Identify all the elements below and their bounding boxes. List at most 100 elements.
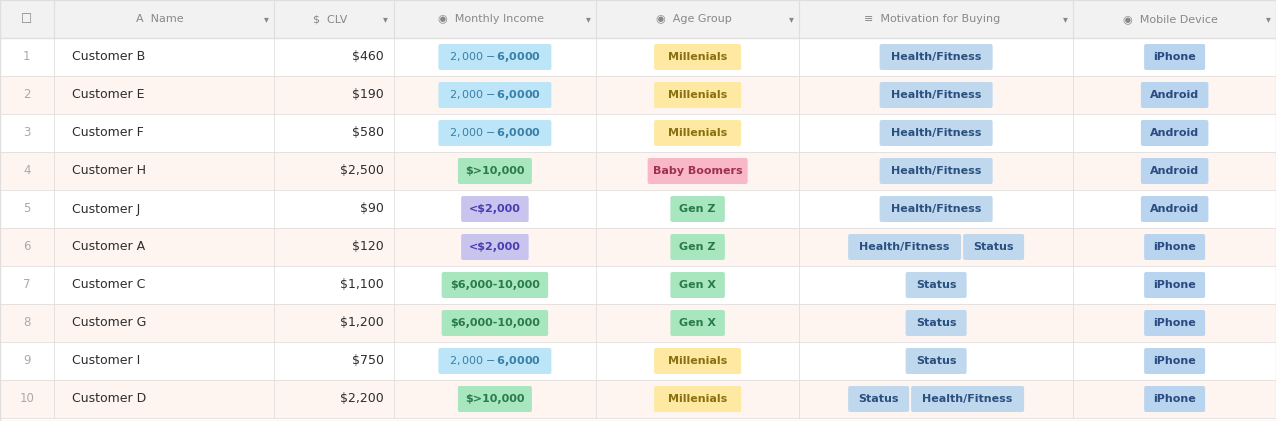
FancyBboxPatch shape <box>879 44 993 70</box>
Text: 4: 4 <box>23 165 31 178</box>
Text: ▾: ▾ <box>383 14 388 24</box>
Text: 3: 3 <box>23 126 31 139</box>
Text: Android: Android <box>1150 166 1199 176</box>
FancyBboxPatch shape <box>461 234 528 260</box>
FancyBboxPatch shape <box>849 234 961 260</box>
FancyBboxPatch shape <box>906 348 967 374</box>
Text: $2,000-$6,0000: $2,000-$6,0000 <box>449 88 541 102</box>
FancyBboxPatch shape <box>1145 234 1205 260</box>
Text: <$2,000: <$2,000 <box>470 204 521 214</box>
Bar <box>0 342 1276 380</box>
Text: 5: 5 <box>23 203 31 216</box>
Text: Gen Z: Gen Z <box>679 204 716 214</box>
FancyBboxPatch shape <box>439 120 551 146</box>
FancyBboxPatch shape <box>879 82 993 108</box>
Bar <box>0 152 1276 190</box>
Text: Health/Fitness: Health/Fitness <box>891 52 981 62</box>
Text: $2,200: $2,200 <box>339 392 384 405</box>
Text: Customer E: Customer E <box>71 88 144 101</box>
Text: Android: Android <box>1150 90 1199 100</box>
FancyBboxPatch shape <box>849 386 909 412</box>
Text: ▾: ▾ <box>1266 14 1271 24</box>
Text: Millenials: Millenials <box>669 356 727 366</box>
FancyBboxPatch shape <box>1141 120 1208 146</box>
Text: Customer A: Customer A <box>71 240 144 253</box>
Text: ◉  Age Group: ◉ Age Group <box>656 14 731 24</box>
FancyBboxPatch shape <box>1145 386 1205 412</box>
FancyBboxPatch shape <box>879 120 993 146</box>
Text: Gen X: Gen X <box>679 280 716 290</box>
Text: Customer B: Customer B <box>71 51 145 64</box>
FancyBboxPatch shape <box>670 272 725 298</box>
Text: 10: 10 <box>19 392 34 405</box>
Text: Customer C: Customer C <box>71 279 145 291</box>
FancyBboxPatch shape <box>1141 158 1208 184</box>
Text: $2,000-$6,0000: $2,000-$6,0000 <box>449 50 541 64</box>
Text: ▾: ▾ <box>264 14 269 24</box>
Text: $>10,000: $>10,000 <box>466 394 524 404</box>
Text: $2,000-$6,0000: $2,000-$6,0000 <box>449 126 541 140</box>
Text: A  Name: A Name <box>137 14 184 24</box>
Text: $460: $460 <box>352 51 384 64</box>
Text: <$2,000: <$2,000 <box>470 242 521 252</box>
FancyBboxPatch shape <box>458 158 532 184</box>
FancyBboxPatch shape <box>1145 348 1205 374</box>
Text: Status: Status <box>916 280 957 290</box>
Text: Millenials: Millenials <box>669 90 727 100</box>
FancyBboxPatch shape <box>655 386 741 412</box>
FancyBboxPatch shape <box>439 44 551 70</box>
Text: Customer G: Customer G <box>71 317 145 330</box>
FancyBboxPatch shape <box>655 82 741 108</box>
FancyBboxPatch shape <box>670 196 725 222</box>
FancyBboxPatch shape <box>441 272 549 298</box>
Text: Android: Android <box>1150 204 1199 214</box>
FancyBboxPatch shape <box>655 44 741 70</box>
Text: $1,100: $1,100 <box>339 279 384 291</box>
Bar <box>0 380 1276 418</box>
FancyBboxPatch shape <box>458 386 532 412</box>
Text: $580: $580 <box>351 126 384 139</box>
Text: ◉  Mobile Device: ◉ Mobile Device <box>1123 14 1219 24</box>
FancyBboxPatch shape <box>1145 272 1205 298</box>
Text: ▾: ▾ <box>1063 14 1068 24</box>
Text: $120: $120 <box>352 240 384 253</box>
Text: Status: Status <box>916 356 957 366</box>
Text: 7: 7 <box>23 279 31 291</box>
Text: Android: Android <box>1150 128 1199 138</box>
Text: iPhone: iPhone <box>1154 280 1196 290</box>
Text: iPhone: iPhone <box>1154 318 1196 328</box>
Text: 2: 2 <box>23 88 31 101</box>
Text: 1: 1 <box>23 51 31 64</box>
Text: $2,500: $2,500 <box>339 165 384 178</box>
Text: Gen X: Gen X <box>679 318 716 328</box>
FancyBboxPatch shape <box>1141 82 1208 108</box>
Text: $750: $750 <box>351 354 384 368</box>
Text: $>10,000: $>10,000 <box>466 166 524 176</box>
FancyBboxPatch shape <box>648 158 748 184</box>
FancyBboxPatch shape <box>439 348 551 374</box>
FancyBboxPatch shape <box>670 310 725 336</box>
Text: iPhone: iPhone <box>1154 242 1196 252</box>
Text: ▾: ▾ <box>586 14 591 24</box>
Text: Status: Status <box>974 242 1014 252</box>
FancyBboxPatch shape <box>879 158 993 184</box>
Text: Millenials: Millenials <box>669 128 727 138</box>
Text: $1,200: $1,200 <box>339 317 384 330</box>
FancyBboxPatch shape <box>441 310 549 336</box>
Text: iPhone: iPhone <box>1154 356 1196 366</box>
FancyBboxPatch shape <box>879 196 993 222</box>
FancyBboxPatch shape <box>963 234 1025 260</box>
Text: 9: 9 <box>23 354 31 368</box>
FancyBboxPatch shape <box>906 272 967 298</box>
FancyBboxPatch shape <box>439 82 551 108</box>
Text: Health/Fitness: Health/Fitness <box>923 394 1013 404</box>
Bar <box>0 0 1276 38</box>
Bar <box>0 38 1276 76</box>
FancyBboxPatch shape <box>655 120 741 146</box>
Text: $  CLV: $ CLV <box>313 14 347 24</box>
FancyBboxPatch shape <box>911 386 1025 412</box>
Text: $6,000-10,000: $6,000-10,000 <box>450 318 540 328</box>
FancyBboxPatch shape <box>906 310 967 336</box>
Text: Status: Status <box>859 394 898 404</box>
FancyBboxPatch shape <box>1141 196 1208 222</box>
